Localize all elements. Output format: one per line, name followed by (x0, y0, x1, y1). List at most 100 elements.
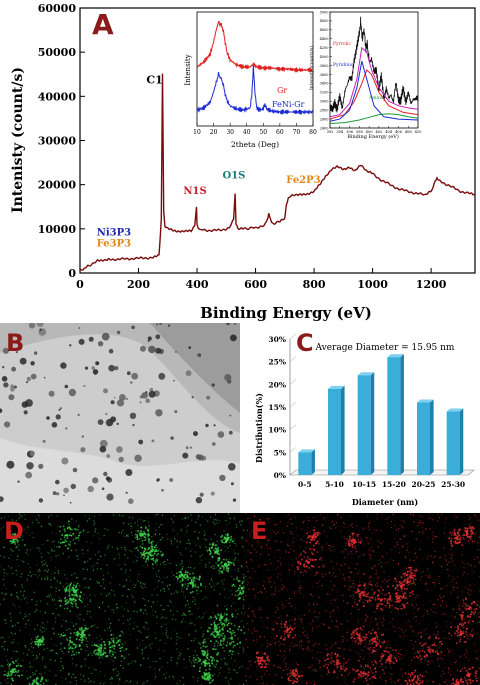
map-pixel (172, 676, 174, 678)
map-cluster-pixel (456, 536, 458, 539)
map-cluster-pixel (106, 655, 108, 657)
map-pixel (305, 547, 307, 549)
map-pixel (26, 578, 29, 580)
map-pixel (311, 664, 313, 666)
map-pixel (468, 660, 470, 662)
map-cluster-pixel (202, 661, 205, 663)
map-pixel (346, 639, 348, 641)
n1s-series-line (329, 60, 419, 122)
map-pixel (416, 634, 418, 636)
map-pixel (370, 538, 372, 540)
map-pixel (190, 619, 192, 621)
map-pixel (367, 553, 369, 555)
map-cluster-pixel (79, 596, 82, 598)
tem-particle (69, 501, 72, 504)
map-pixel (223, 650, 225, 652)
tem-particle (26, 462, 34, 470)
map-pixel (114, 593, 116, 595)
map-pixel (447, 671, 449, 673)
map-pixel (380, 562, 382, 564)
map-cluster-pixel (396, 598, 399, 600)
map-pixel (368, 528, 371, 530)
map-cluster-pixel (410, 569, 413, 571)
map-pixel (305, 529, 307, 531)
map-pixel (138, 630, 140, 632)
map-pixel (213, 567, 216, 570)
map-pixel (291, 619, 293, 621)
map-pixel (92, 569, 94, 571)
map-pixel (425, 628, 427, 630)
map-cluster-pixel (82, 634, 84, 636)
map-pixel (234, 542, 236, 544)
map-cluster-pixel (360, 671, 362, 673)
map-cluster-pixel (330, 657, 333, 659)
map-pixel (250, 552, 252, 554)
map-pixel (202, 616, 204, 618)
map-pixel (142, 583, 144, 585)
map-pixel (122, 515, 124, 517)
map-cluster-pixel (217, 652, 219, 654)
map-pixel (451, 560, 453, 562)
map-cluster-pixel (64, 544, 67, 547)
map-pixel (365, 617, 367, 619)
tem-particle (25, 471, 33, 479)
map-cluster-pixel (438, 637, 440, 640)
map-pixel (359, 656, 361, 658)
map-pixel (260, 676, 262, 678)
map-pixel (347, 526, 349, 528)
map-cluster-pixel (221, 565, 223, 567)
map-pixel (75, 550, 77, 552)
map-cluster-pixel (212, 544, 215, 546)
map-pixel (467, 588, 469, 590)
map-cluster-pixel (187, 582, 190, 585)
map-cluster-pixel (71, 641, 73, 643)
map-cluster-pixel (192, 585, 194, 588)
map-cluster-pixel (78, 645, 81, 647)
map-pixel (322, 524, 324, 526)
map-pixel (164, 643, 166, 645)
map-cluster-pixel (67, 547, 69, 550)
map-pixel (468, 636, 470, 638)
map-cluster-pixel (197, 586, 199, 589)
map-pixel (367, 542, 369, 544)
map-pixel (281, 528, 283, 530)
map-pixel (62, 665, 64, 667)
map-cluster-pixel (184, 577, 186, 579)
map-pixel (411, 604, 413, 606)
map-pixel (45, 575, 47, 577)
map-pixel (145, 561, 147, 563)
map-pixel (373, 659, 375, 661)
map-pixel (266, 639, 268, 641)
map-pixel (412, 630, 414, 632)
map-pixel (108, 606, 110, 608)
map-cluster-pixel (409, 574, 412, 576)
map-pixel (167, 605, 169, 607)
map-pixel (228, 651, 230, 653)
tem-particle (131, 325, 135, 330)
map-cluster-pixel (75, 599, 77, 601)
map-pixel (400, 683, 402, 685)
map-pixel (426, 567, 429, 570)
map-cluster-pixel (365, 595, 367, 598)
map-cluster-pixel (427, 660, 430, 663)
map-cluster-pixel (361, 592, 363, 594)
map-cluster-pixel (83, 636, 86, 638)
map-pixel (219, 672, 221, 674)
map-pixel (154, 534, 157, 536)
map-pixel (205, 558, 207, 560)
map-cluster-pixel (376, 607, 378, 610)
map-cluster-pixel (175, 576, 178, 578)
map-pixel (357, 675, 360, 677)
map-pixel (280, 562, 282, 564)
map-cluster-pixel (421, 650, 424, 652)
distribution-x-tick-label: 25-30 (441, 480, 465, 489)
map-cluster-pixel (295, 677, 297, 679)
map-pixel (292, 544, 294, 546)
map-pixel (436, 650, 438, 652)
map-pixel (235, 609, 237, 611)
map-pixel (463, 527, 466, 529)
map-cluster-pixel (66, 601, 68, 604)
map-pixel (89, 610, 91, 613)
xps-x-tick-label: 1000 (357, 278, 388, 291)
map-pixel (13, 650, 15, 652)
